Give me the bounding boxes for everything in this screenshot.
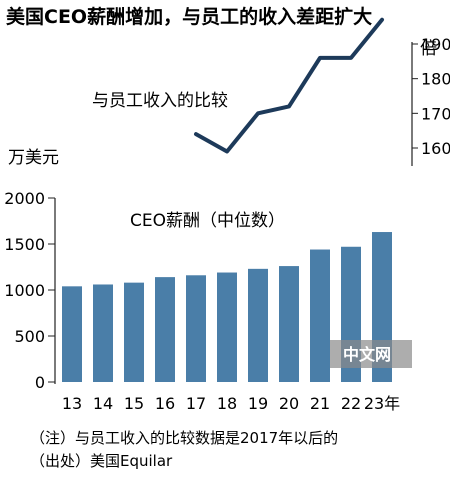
line-series-path (194, 17, 384, 154)
bar (62, 286, 82, 382)
bar-y-tick-label: 1500 (4, 235, 45, 254)
bar (217, 272, 237, 382)
watermark: 中文网 (330, 340, 412, 368)
line-point (256, 111, 260, 115)
bar-y-tick-label: 500 (14, 327, 45, 346)
line-label: 与员工收入的比较 (92, 91, 228, 111)
watermark-text: 中文网 (343, 345, 391, 364)
bar (124, 282, 144, 382)
x-tick-label: 23年 (364, 394, 400, 413)
line-point (194, 132, 198, 136)
chart-title: 美国CEO薪酬增加，与员工的收入差距扩大 (6, 5, 372, 28)
bar-y-tick-label: 2000 (4, 189, 45, 208)
x-tick-label: 19 (248, 394, 268, 413)
line-unit: 倍 (420, 39, 437, 59)
line-y-tick-label: 160 (421, 139, 450, 158)
x-tick-label: 22 (341, 394, 361, 413)
bar-label: CEO薪酬（中位数） (130, 211, 285, 231)
x-tick-label: 17 (186, 394, 206, 413)
line-point (225, 149, 229, 154)
note-1: （注）与员工收入的比较数据是2017年以后的 (30, 429, 338, 447)
x-tick-label: 13 (62, 394, 82, 413)
line-y-tick-label: 180 (421, 70, 450, 89)
bar-unit: 万美元 (8, 148, 59, 168)
x-tick-label: 20 (279, 394, 299, 413)
bar (155, 277, 175, 382)
note-2: （出处）美国Equilar (30, 452, 173, 470)
line-y-tick-label: 190 (421, 35, 450, 54)
x-tick-label: 16 (155, 394, 175, 413)
line-point (318, 56, 322, 60)
bar (248, 268, 268, 382)
bar (310, 249, 330, 382)
bar (186, 275, 206, 382)
x-tick-label: 14 (93, 394, 113, 413)
line-point (380, 18, 384, 22)
line-point (287, 104, 291, 108)
x-tick-label: 18 (217, 394, 237, 413)
bar-y-tick-label: 0 (35, 373, 45, 392)
bar (93, 284, 113, 382)
x-tick-label: 21 (310, 394, 330, 413)
bar (279, 266, 299, 382)
bar-y-tick-label: 1000 (4, 281, 45, 300)
watermark-box (330, 340, 412, 368)
x-tick-label: 15 (124, 394, 144, 413)
line-y-tick-label: 170 (421, 104, 450, 123)
line-point (349, 56, 353, 60)
